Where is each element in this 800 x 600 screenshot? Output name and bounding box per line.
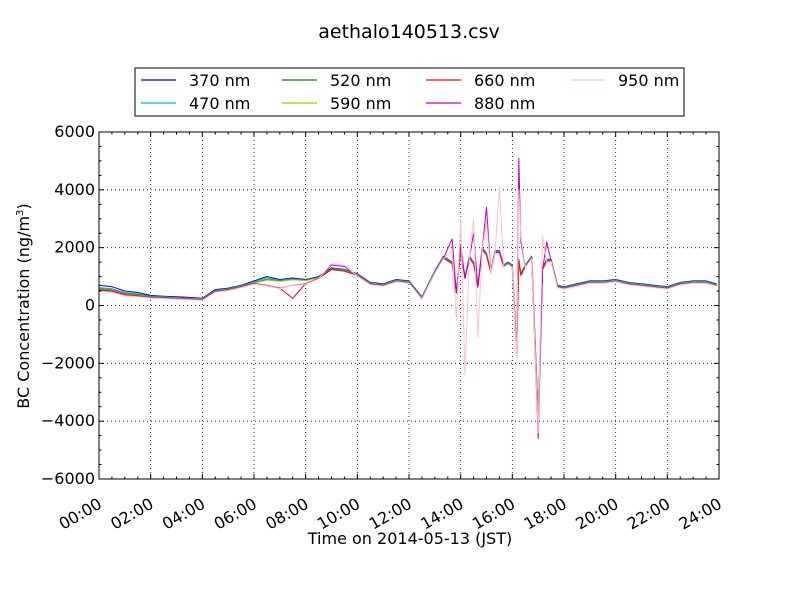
y-axis-label-close: ): [14, 203, 33, 209]
y-axis-label-superscript: 3: [15, 210, 26, 216]
y-axis-label-main: BC Concentration (ng/m: [14, 216, 33, 409]
series-lines: [98, 157, 717, 439]
series-line: [98, 186, 717, 434]
y-tick-label: 6000: [54, 122, 95, 141]
y-tick-label: −6000: [41, 469, 95, 488]
legend-label: 370 nm: [189, 71, 250, 90]
legend-label: 660 nm: [474, 71, 535, 90]
y-tick-labels: −6000 −4000 −2000 0 2000 4000 6000: [41, 122, 95, 488]
y-tick-label: 2000: [54, 238, 95, 257]
legend-label: 590 nm: [330, 94, 391, 113]
y-tick-label: 0: [85, 296, 95, 315]
grid-lines: [99, 132, 719, 479]
y-tick-label: −2000: [41, 353, 95, 372]
legend-label: 470 nm: [189, 94, 250, 113]
legend-label: 520 nm: [330, 71, 391, 90]
x-axis-label: Time on 2014-05-13 (JST): [307, 529, 512, 548]
legend-box: [134, 67, 685, 117]
y-tick-label: 4000: [54, 180, 95, 199]
legend-label: 880 nm: [474, 94, 535, 113]
y-tick-label: −4000: [41, 411, 95, 430]
legend: 370 nm 470 nm 520 nm 590 nm 660 nm 880 nm 950 …: [141, 71, 679, 113]
y-axis-label: BC Concentration (ng/m3): [14, 203, 33, 408]
axis-ticks: [98, 131, 720, 480]
chart-title: aethalo140513.csv: [318, 21, 500, 43]
legend-label: 950 nm: [618, 71, 679, 90]
